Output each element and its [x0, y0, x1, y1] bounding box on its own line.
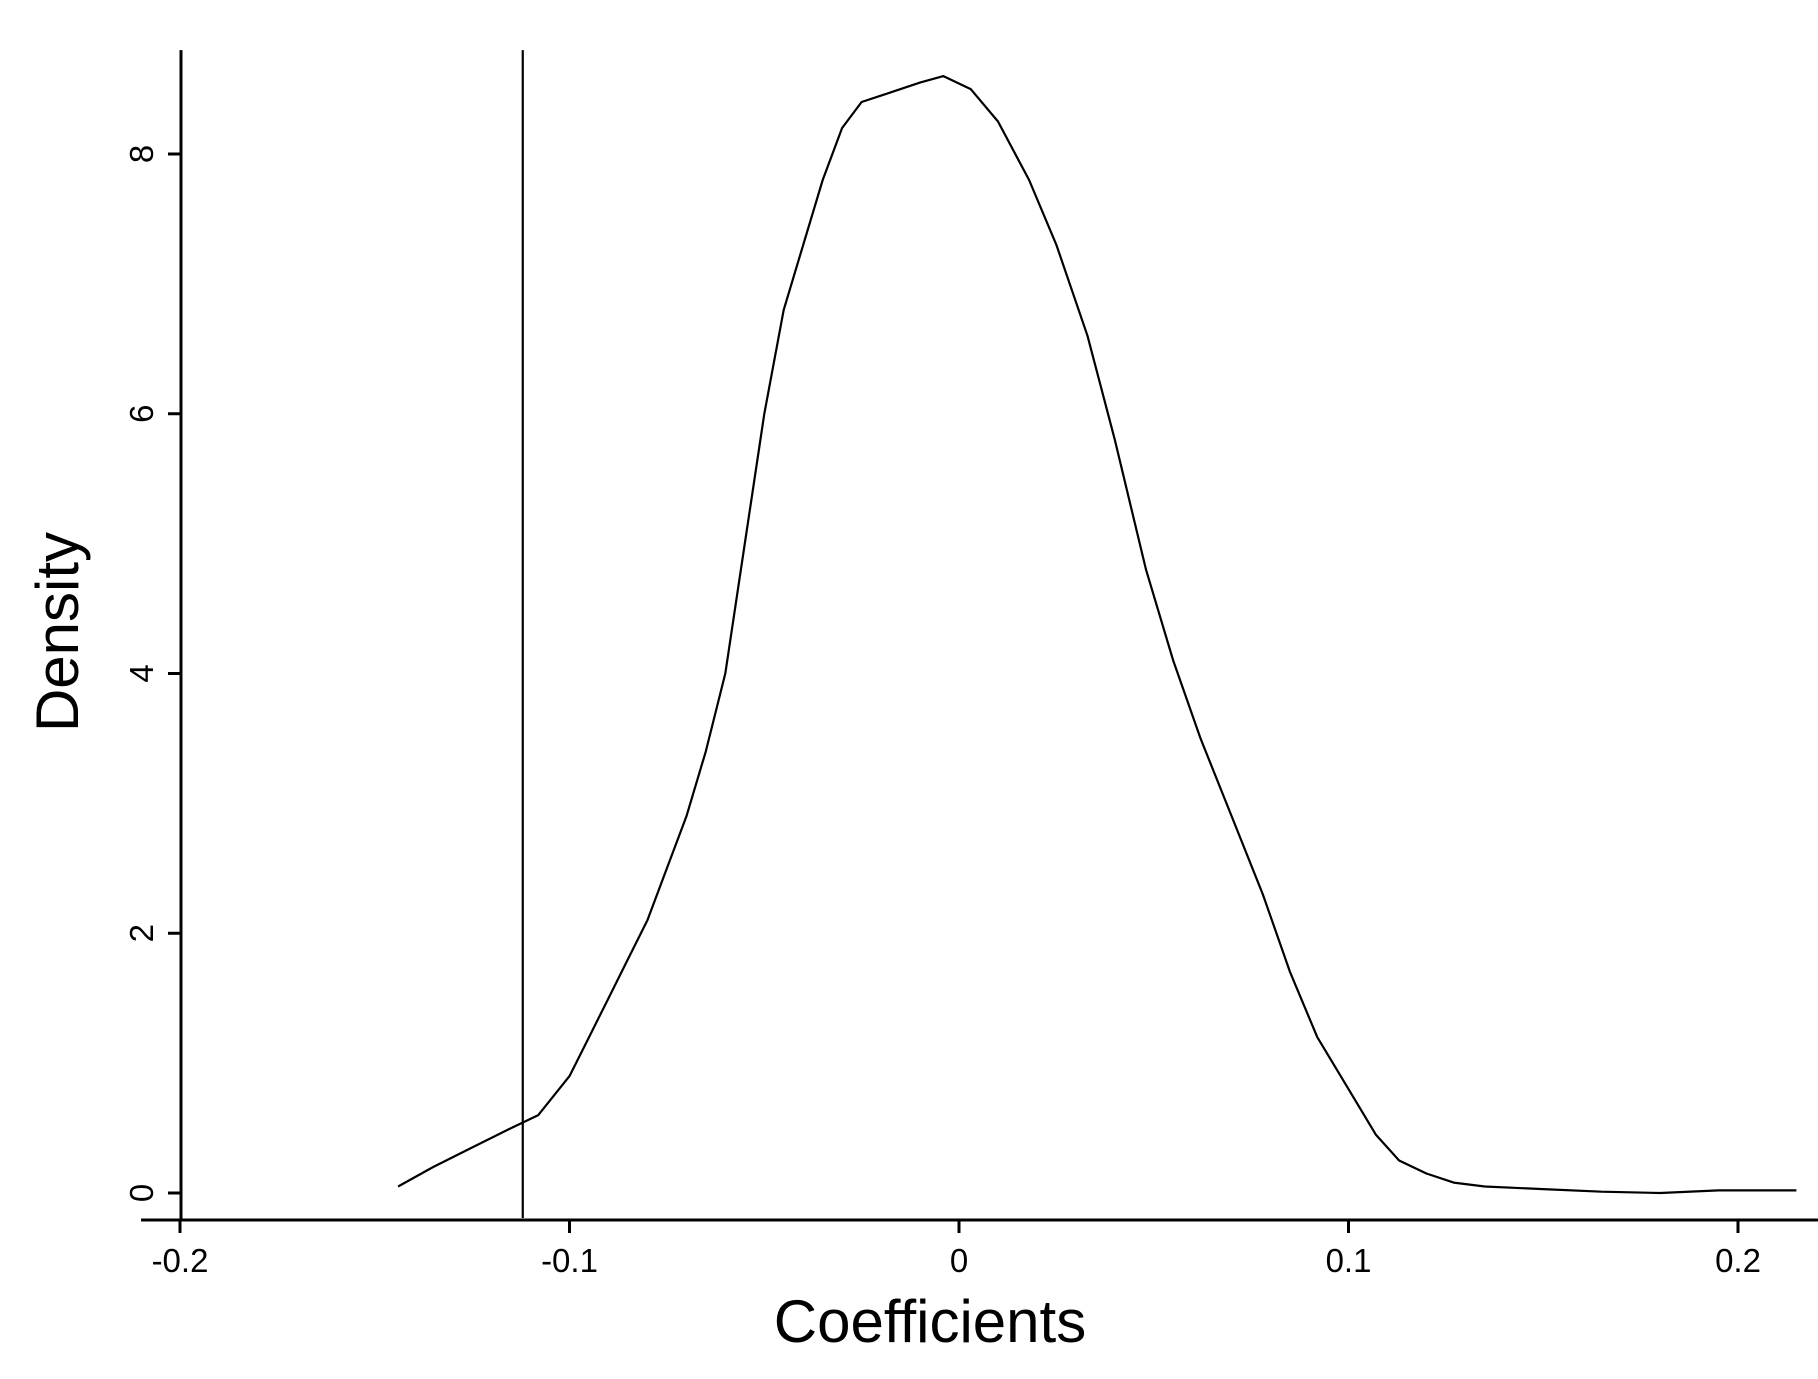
y-tick-label: 0 — [123, 1184, 160, 1202]
y-axis-label: Density — [24, 532, 91, 732]
y-tick-label: 4 — [123, 664, 160, 682]
x-axis-ticks: -0.2 -0.1 0 0.1 0.2 — [152, 1220, 1761, 1279]
axes — [141, 50, 1818, 1222]
y-tick-label: 2 — [123, 924, 160, 942]
plot-marks — [397, 50, 1797, 1218]
y-tick-label: 8 — [123, 145, 160, 163]
x-tick-label: 0 — [950, 1242, 968, 1279]
y-tick-label: 6 — [123, 405, 160, 423]
density-curve — [397, 75, 1797, 1195]
x-tick-label: 0.1 — [1326, 1242, 1372, 1279]
x-axis-label: Coefficients — [774, 1288, 1086, 1355]
x-tick-label: -0.2 — [152, 1242, 209, 1279]
x-tick-label: -0.1 — [541, 1242, 598, 1279]
y-axis-ticks: 0 2 4 6 8 — [123, 145, 181, 1202]
x-tick-label: 0.2 — [1715, 1242, 1761, 1279]
